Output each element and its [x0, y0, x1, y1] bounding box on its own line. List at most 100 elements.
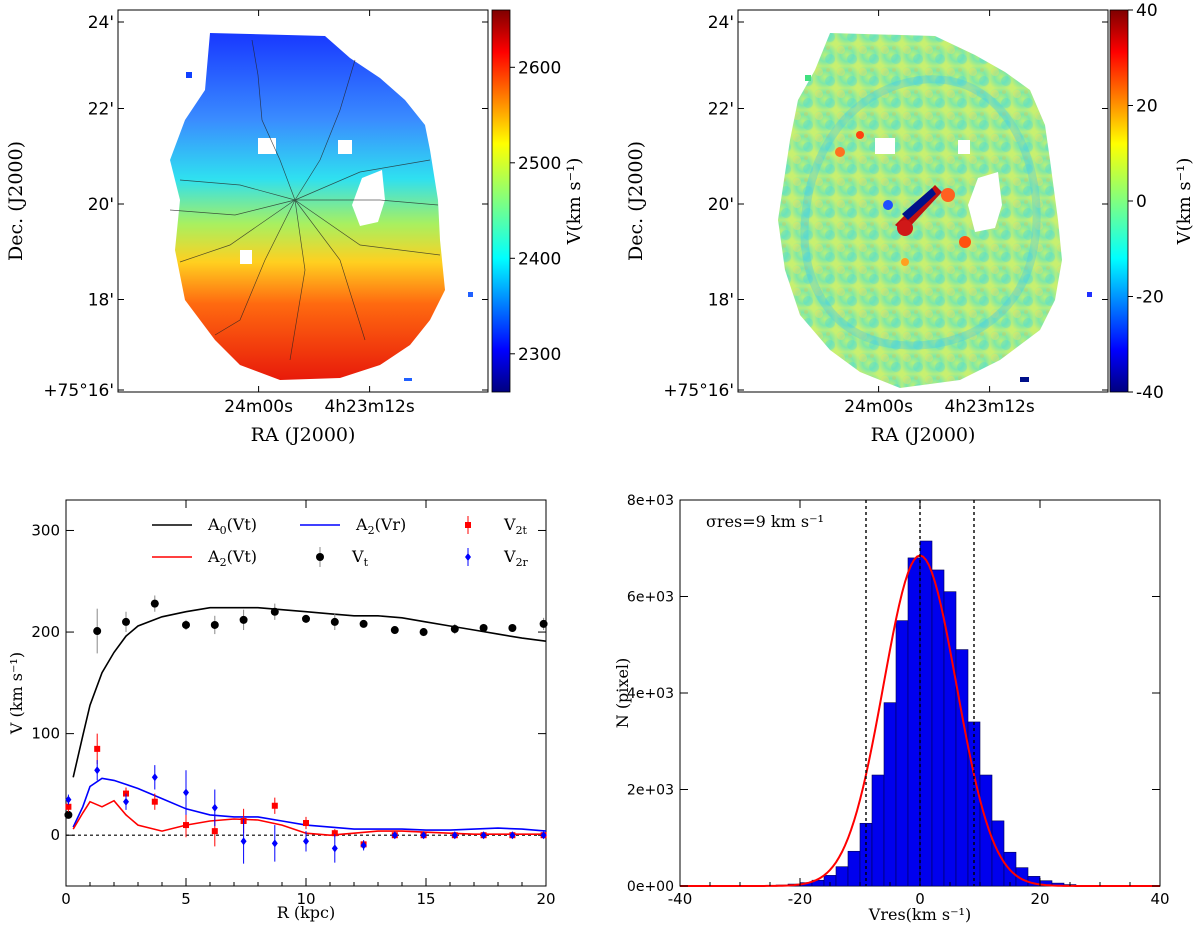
- histogram-axes: -40 -20 0 20 40 0e+00 2e+03 4e+03 6e+03 8e+03: [627, 493, 1170, 908]
- colorbar-tick-label: 0: [1136, 192, 1147, 212]
- y-tick-label: 300: [31, 521, 60, 539]
- y-tick-label: 0: [50, 826, 60, 844]
- colorbar-tick-label: -20: [1136, 288, 1164, 308]
- residual-field-hole: [968, 172, 1002, 232]
- legend-swatch: [316, 553, 324, 561]
- point-Vt: [122, 617, 130, 626]
- point-Vt: [390, 626, 399, 635]
- velocity-contours: [169, 39, 441, 361]
- legend-label: V2t: [503, 515, 528, 537]
- map-x-tick-label: 4h23m12s: [944, 397, 1034, 417]
- velocity-field-xlabel: RA (J2000): [251, 424, 356, 446]
- velocity-field-pixel: [186, 72, 192, 78]
- histogram-ylabel: N (pixel): [613, 658, 632, 729]
- y-tick-label: 2e+03: [627, 783, 674, 799]
- map-x-tick-label: 24m00s: [844, 397, 913, 417]
- point-V2r: [183, 788, 189, 797]
- point-V2r: [391, 831, 398, 840]
- point-V2t: [94, 745, 101, 752]
- velocity-field-map: [170, 33, 445, 380]
- histogram-xlabel: Vres(km s⁻¹): [868, 905, 971, 924]
- residual-field-xlabel: RA (J2000): [871, 424, 976, 446]
- point-Vt: [359, 619, 368, 628]
- residual-field-ylabel: Dec. (J2000): [625, 141, 647, 261]
- point-Vt: [330, 617, 339, 626]
- point-V2t: [211, 828, 218, 835]
- histogram-annotation: σres=9 km s⁻¹: [706, 512, 824, 531]
- point-Vt: [508, 623, 517, 632]
- velocity-field-hole: [352, 170, 385, 226]
- legend-label: Vt: [351, 547, 369, 569]
- point-V2r: [240, 837, 247, 846]
- residual-colorbar: [1109, 9, 1129, 393]
- residual-field-pixel: [1087, 292, 1092, 297]
- point-V2t: [303, 820, 309, 827]
- point-V2r: [509, 831, 516, 840]
- point-Vt: [539, 619, 548, 628]
- residual-field-frame: [737, 9, 1109, 393]
- map-y-tick-label: 18': [708, 291, 734, 311]
- legend-swatch: [465, 522, 471, 528]
- residual-field-center-features: [835, 131, 971, 266]
- legend-entry-V2t: V2t: [465, 515, 528, 537]
- map-y-tick-label: 18': [88, 291, 114, 311]
- y-tick-label: 100: [31, 725, 60, 743]
- legend-label: A0(Vt): [207, 515, 257, 537]
- x-tick-label: -20: [788, 890, 813, 908]
- colorbar-tick-label: 2600: [518, 58, 561, 78]
- point-V2r: [480, 831, 487, 840]
- velocity-field-pixel: [404, 378, 412, 381]
- point-V2t: [151, 798, 158, 805]
- map-y-tick-label: 24': [88, 13, 114, 33]
- point-Vt: [182, 620, 190, 629]
- point-V2t: [271, 802, 278, 809]
- legend-entry-A0(Vt): A0(Vt): [152, 515, 257, 537]
- residual-field-ring: [800, 75, 1041, 350]
- y-tick-label: 200: [31, 623, 60, 641]
- point-Vt: [479, 623, 488, 632]
- series-line-A0(Vt): [72, 606, 547, 778]
- residual-colorbar-label: V(km s⁻¹): [1174, 158, 1195, 246]
- velocity-colorbar-ticks: 2300 2400 2500 2600: [510, 58, 561, 365]
- point-V2r: [451, 831, 458, 840]
- histogram-bar: [895, 620, 909, 887]
- point-Vt: [239, 615, 248, 624]
- colorbar-tick-label: 2400: [518, 249, 561, 269]
- histogram-bar: [883, 702, 897, 887]
- legend-entry-A2(Vr): A2(Vr): [300, 515, 406, 537]
- velocity-field-pixel: [468, 292, 473, 297]
- map-x-tick-label: 24m00s: [224, 397, 293, 417]
- map-y-tick-label: +75°16': [43, 381, 114, 401]
- point-V2r: [151, 773, 158, 782]
- velocity-field-axes: +75°16' 18' 20' 22' 24' 24m00s 4h23m12s: [43, 10, 488, 417]
- map-y-tick-label: 20': [88, 195, 114, 215]
- x-tick-label: 40: [1150, 890, 1169, 908]
- residual-field-pixel: [805, 75, 811, 81]
- residual-field-hole: [958, 140, 970, 154]
- x-tick-label: 10: [296, 890, 315, 908]
- velocity-field-hole: [258, 138, 276, 154]
- legend-label: V2r: [503, 547, 529, 569]
- velocity-field-hole: [240, 250, 252, 264]
- histogram-bar: [955, 649, 969, 887]
- point-Vt: [210, 620, 219, 629]
- velocity-field-panel: +75°16' 18' 20' 22' 24' 24m00s 4h23m12s 2300 24…: [5, 9, 585, 446]
- rotation-curve-data: [64, 595, 548, 864]
- point-V2r: [303, 837, 309, 846]
- rotation-curve-ylabel: V (km s⁻¹): [7, 652, 26, 735]
- series-line-A2(Vr): [72, 777, 547, 832]
- legend-label: A2(Vt): [207, 547, 257, 569]
- point-V2r: [123, 797, 129, 806]
- map-y-tick-label: 20': [708, 195, 734, 215]
- histogram-bar: [835, 866, 849, 887]
- colorbar-tick-label: 2300: [518, 345, 561, 365]
- legend-swatch: [465, 553, 471, 561]
- velocity-field-frame: [117, 9, 489, 393]
- rotation-curve-xlabel: R (kpc): [277, 903, 336, 922]
- histogram-bar: [919, 540, 933, 887]
- point-V2t: [65, 803, 72, 810]
- point-V2r: [540, 831, 547, 840]
- point-Vt: [302, 614, 310, 623]
